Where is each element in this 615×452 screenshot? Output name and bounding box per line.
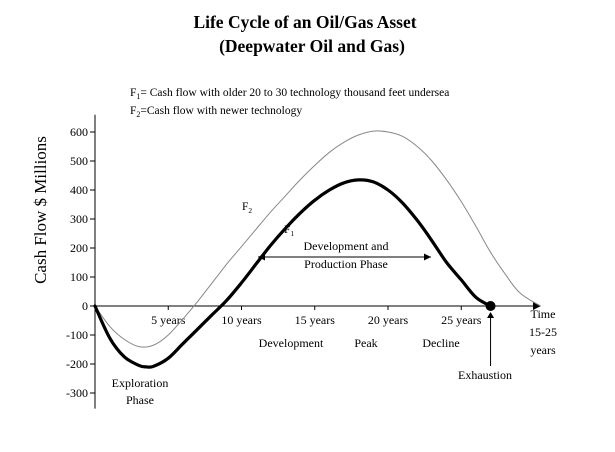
x-tick-label: 20 years	[368, 313, 409, 327]
annotation-exhaustion: Exhaustion	[458, 368, 512, 382]
series-group: F1 F2	[93, 130, 541, 369]
annotation-decline: Decline	[422, 336, 459, 350]
annotation-peak: Peak	[354, 336, 377, 350]
chart-title: Life Cycle of an Oil/Gas Asset	[193, 12, 416, 32]
annotation-exploration-phase: Phase	[126, 393, 154, 407]
annotation-development-production-phase: Development and	[304, 239, 389, 253]
annotations: Exploration Phase Development and Productio…	[112, 239, 512, 407]
series-line-f2	[94, 130, 541, 348]
y-tick-label: 600	[70, 125, 88, 139]
exhaustion-point-marker	[485, 301, 496, 311]
x-tick-label: 10 years	[221, 313, 262, 327]
x-tick-label: 25 years	[441, 313, 482, 327]
legend-symbol: F	[130, 105, 136, 117]
axes: 600 500 400 300 200 100 0 -100 -200 -300 5 years 10…	[66, 114, 557, 409]
exhaustion-pointer-arrowhead	[487, 312, 495, 318]
y-tick-label: 400	[70, 183, 88, 197]
legend-subscript: 1	[136, 92, 140, 101]
series-line-f1	[93, 178, 493, 369]
y-tick-label: -200	[66, 357, 88, 371]
time-axis-label: 15-25	[529, 325, 557, 339]
y-tick-label: 300	[70, 212, 88, 226]
y-tick-label: 500	[70, 154, 88, 168]
x-tick-label: 15 years	[295, 313, 336, 327]
y-axis-label: Cash Flow $ Millions	[31, 136, 50, 284]
series-label-f2: F2	[242, 201, 252, 215]
annotation-exploration-phase: Exploration	[112, 376, 169, 390]
series-label-f1: F1	[284, 224, 294, 238]
phase-span-arrowhead-left	[258, 253, 265, 261]
y-tick-label: 200	[70, 241, 88, 255]
legend-text: = Cash flow with older 20 to 30 technolo…	[140, 87, 449, 99]
legend-entry-1: F1= Cash flow with older 20 to 30 techno…	[130, 87, 449, 101]
time-axis-label: Time	[531, 307, 556, 321]
time-axis-label: years	[530, 343, 556, 357]
chart-subtitle: (Deepwater Oil and Gas)	[219, 36, 405, 56]
y-tick-label: 0	[82, 299, 88, 313]
legend-text: =Cash flow with newer technology	[140, 105, 302, 117]
y-tick-label: 100	[70, 270, 88, 284]
legend-symbol: F	[130, 87, 136, 99]
legend-entry-2: F2=Cash flow with newer technology	[130, 105, 302, 119]
x-tick-label: 5 years	[151, 313, 186, 327]
annotation-development-production-phase: Production Phase	[304, 257, 388, 271]
legend: F1= Cash flow with older 20 to 30 techno…	[130, 87, 449, 119]
phase-span-arrowhead-right	[424, 253, 431, 261]
y-tick-label: -100	[66, 328, 88, 342]
y-tick-label: -300	[66, 386, 88, 400]
annotation-development: Development	[259, 336, 324, 350]
legend-subscript: 2	[136, 110, 140, 119]
